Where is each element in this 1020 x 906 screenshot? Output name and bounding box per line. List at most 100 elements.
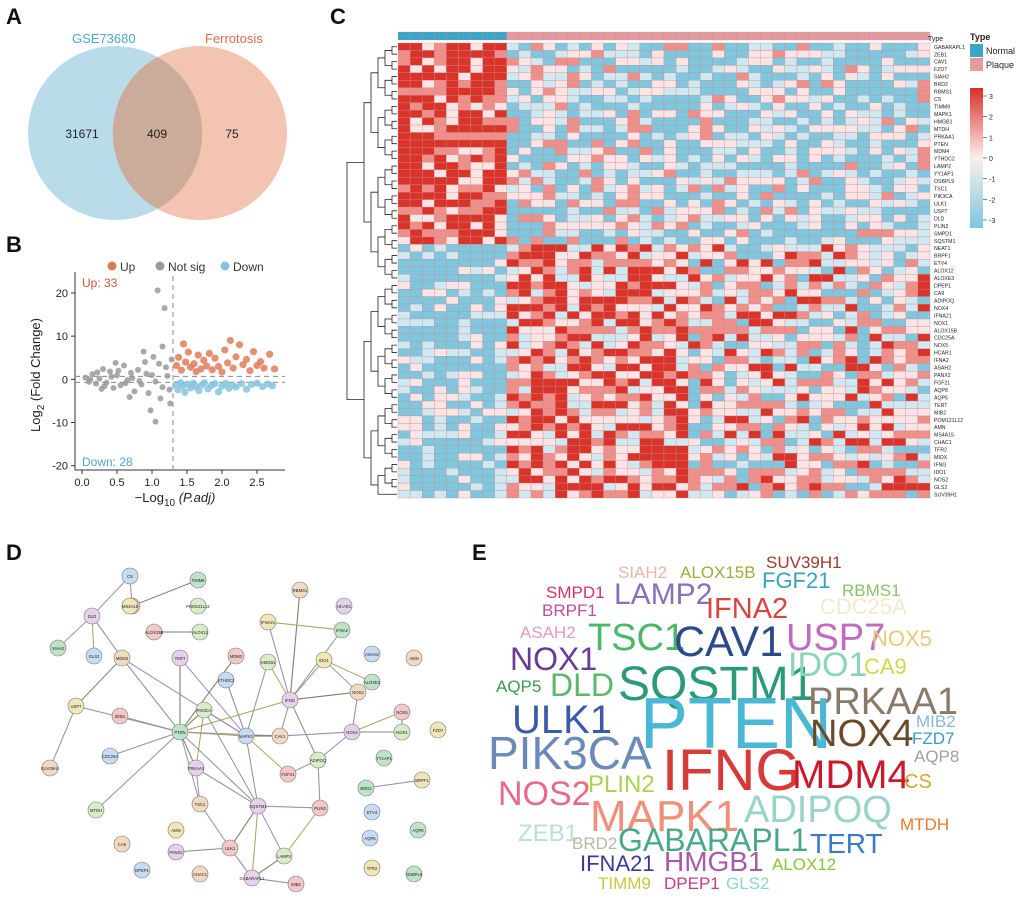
heatmap-cell — [772, 356, 786, 364]
network-node: IDO1 — [315, 651, 333, 669]
heatmap-cell — [893, 423, 906, 432]
heatmap-cell — [881, 475, 894, 484]
heatmap-cell — [470, 490, 483, 499]
heatmap-cell — [470, 177, 483, 185]
heatmap-cell — [651, 57, 665, 66]
heatmap-cell — [893, 460, 906, 469]
heatmap-cell — [796, 408, 810, 417]
gene-label: USP7 — [934, 209, 948, 215]
gene-label: ETV4 — [934, 261, 947, 267]
heatmap-cell — [482, 490, 495, 499]
heatmap-cell — [663, 139, 677, 148]
heatmap-cell — [700, 430, 713, 439]
heatmap-cell — [470, 303, 483, 312]
heatmap-cell — [881, 438, 894, 446]
volcano-point-down — [238, 380, 246, 388]
heatmap-cell — [688, 162, 701, 170]
heatmap-cell — [422, 311, 435, 320]
word-ifng: IFNG — [662, 738, 801, 803]
network-node: OSBPL9 — [405, 865, 423, 883]
heatmap-cell — [542, 244, 556, 253]
heatmap-cell — [724, 311, 737, 320]
heatmap-cell — [724, 326, 737, 335]
dendrogram-branch — [384, 348, 392, 365]
heatmap-cell — [688, 430, 701, 439]
heatmap-cell — [700, 132, 713, 141]
heatmap-cell — [808, 423, 822, 432]
heatmap-cell — [482, 296, 495, 305]
network-node: IFNA21 — [259, 613, 277, 631]
heatmap-cell — [397, 348, 411, 357]
heatmap-cell — [784, 438, 798, 446]
word-ulk1: ULK1 — [512, 698, 612, 742]
heatmap-cell — [518, 57, 532, 66]
heatmap-cell — [567, 467, 580, 476]
heatmap-cell — [506, 303, 520, 312]
network-node: CAV1 — [271, 727, 289, 745]
heatmap-cell — [530, 184, 544, 193]
heatmap-cell — [760, 139, 773, 148]
heatmap-cell — [409, 199, 423, 208]
heatmap-cell — [470, 415, 483, 424]
heatmap-cell — [893, 192, 906, 200]
heatmap-cell — [494, 221, 507, 230]
heatmap-cell — [579, 109, 592, 118]
heatmap-cell — [905, 236, 919, 245]
heatmap-cell — [857, 363, 870, 372]
heatmap-cell — [881, 50, 894, 59]
volcano-point-up — [221, 346, 229, 354]
heatmap-cell — [542, 303, 556, 312]
heatmap-cell — [712, 184, 725, 193]
heatmap-cell — [397, 147, 411, 156]
heatmap-cell — [688, 206, 701, 215]
heatmap-cell — [470, 318, 483, 327]
heatmap-cell — [579, 72, 592, 81]
heatmap-cell — [579, 221, 592, 230]
panel-label-d: D — [6, 540, 22, 565]
heatmap-cell — [675, 87, 689, 96]
heatmap-cell — [530, 475, 544, 484]
volcano-point-up — [197, 365, 205, 373]
heatmap-cell — [446, 184, 459, 193]
heatmap-cell — [615, 214, 628, 223]
heatmap-cell — [688, 221, 701, 230]
heatmap-cell — [784, 430, 798, 439]
network-edge — [245, 735, 289, 775]
heatmap-cell — [567, 453, 580, 461]
heatmap-cell — [700, 162, 713, 170]
heatmap-cell — [675, 259, 689, 267]
type-legend-normal: Normal — [986, 46, 1015, 56]
heatmap-cell — [760, 423, 773, 432]
volcano-point-up — [226, 336, 234, 345]
volcano-point-up — [205, 349, 213, 358]
heatmap-cell — [409, 109, 423, 118]
heatmap-cell — [409, 65, 423, 74]
heatmap-cell — [675, 326, 689, 335]
heatmap-cell — [675, 311, 689, 320]
heatmap-cell — [784, 408, 798, 417]
heatmap-cell — [663, 341, 677, 349]
heatmap-cell — [530, 430, 544, 439]
heatmap-cell — [567, 400, 580, 409]
heatmap-cell — [518, 333, 532, 342]
heatmap-cell — [639, 132, 653, 141]
heatmap-cell — [591, 296, 604, 305]
heatmap-cell — [639, 348, 653, 357]
heatmap-cell — [796, 221, 810, 230]
heatmap-cell — [917, 80, 931, 88]
heatmap-cell — [700, 274, 713, 282]
heatmap-cell — [434, 57, 447, 66]
heatmap-cell — [591, 266, 604, 275]
heatmap-cell — [579, 184, 592, 193]
heatmap-cell — [409, 423, 423, 432]
heatmap-cell — [651, 385, 665, 394]
heatmap-cell — [869, 251, 882, 260]
heatmap-cell — [881, 229, 894, 238]
heatmap-cell — [542, 296, 556, 305]
heatmap-cell — [397, 259, 411, 267]
gene-label: AQP5 — [934, 395, 948, 401]
heatmap-cell — [833, 236, 846, 245]
heatmap-cell — [422, 363, 435, 372]
heatmap-cell — [772, 445, 786, 454]
heatmap-cell — [712, 192, 725, 200]
